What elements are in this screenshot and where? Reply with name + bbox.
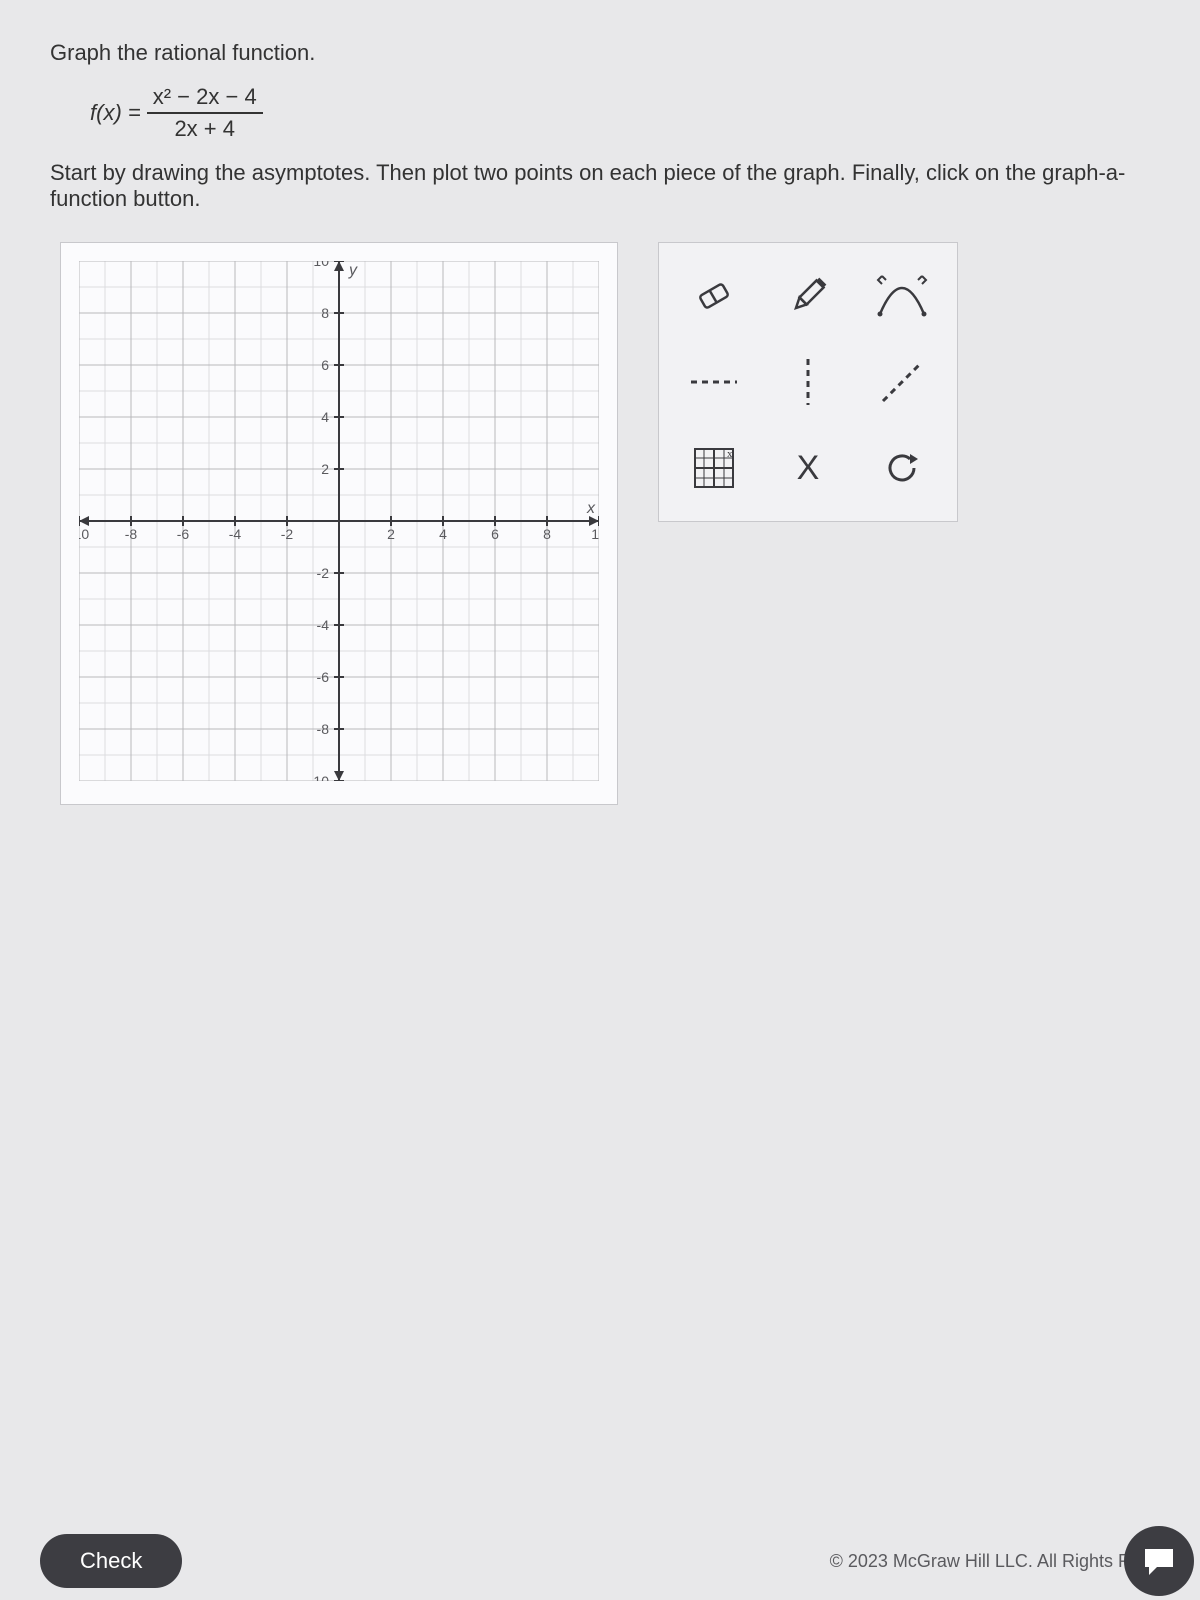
graph-function-tool[interactable]: x: [684, 438, 744, 498]
h-asymptote-tool[interactable]: [684, 352, 744, 412]
svg-text:2: 2: [387, 526, 395, 542]
svg-text:x: x: [586, 500, 596, 517]
svg-text:-8: -8: [317, 721, 330, 737]
v-asymptote-tool[interactable]: [778, 352, 838, 412]
d-asymptote-tool[interactable]: [872, 352, 932, 412]
graph-panel[interactable]: -10 -8 -6 -4 -2 2 4 6 8 10 -10 -8 -6 -4 -2 2 4 6 8 10 x y: [60, 242, 618, 805]
coordinate-grid[interactable]: -10 -8 -6 -4 -2 2 4 6 8 10 -10 -8 -6 -4 -2 2 4 6 8 10 x y: [79, 261, 599, 781]
svg-text:8: 8: [321, 305, 329, 321]
svg-text:10: 10: [591, 526, 599, 542]
svg-text:-8: -8: [125, 526, 138, 542]
clear-button[interactable]: X: [778, 438, 838, 498]
svg-text:4: 4: [321, 409, 329, 425]
svg-text:y: y: [348, 262, 358, 279]
svg-text:-4: -4: [317, 617, 330, 633]
toolbox: x X: [658, 242, 958, 522]
svg-text:10: 10: [313, 261, 329, 269]
check-button[interactable]: Check: [40, 1534, 182, 1588]
formula-denominator: 2x + 4: [168, 114, 241, 142]
footer-row: Check © 2023 McGraw Hill LLC. All Rights…: [0, 1534, 1200, 1588]
prompt-line1: Graph the rational function.: [50, 40, 1150, 66]
svg-text:-6: -6: [317, 669, 330, 685]
svg-text:x: x: [727, 448, 733, 460]
formula-numerator: x² − 2x − 4: [147, 84, 263, 114]
chat-bubble-icon[interactable]: [1124, 1526, 1194, 1596]
clear-label: X: [797, 449, 820, 488]
fx-label: f(x) =: [90, 100, 141, 126]
svg-text:-10: -10: [309, 773, 329, 781]
eraser-tool[interactable]: [684, 266, 744, 326]
pencil-tool[interactable]: [778, 266, 838, 326]
reset-button[interactable]: [872, 438, 932, 498]
svg-text:2: 2: [321, 461, 329, 477]
svg-text:8: 8: [543, 526, 551, 542]
curve-tool[interactable]: [872, 266, 932, 326]
svg-text:-4: -4: [229, 526, 242, 542]
function-formula: f(x) = x² − 2x − 4 2x + 4: [90, 84, 1150, 142]
svg-text:4: 4: [439, 526, 447, 542]
copyright-text: © 2023 McGraw Hill LLC. All Rights Rese: [830, 1551, 1160, 1572]
svg-text:-2: -2: [281, 526, 294, 542]
prompt-line2: Start by drawing the asymptotes. Then pl…: [50, 160, 1150, 212]
svg-text:-10: -10: [79, 526, 89, 542]
svg-text:6: 6: [321, 357, 329, 373]
svg-text:6: 6: [491, 526, 499, 542]
svg-text:-2: -2: [317, 565, 330, 581]
svg-text:-6: -6: [177, 526, 190, 542]
